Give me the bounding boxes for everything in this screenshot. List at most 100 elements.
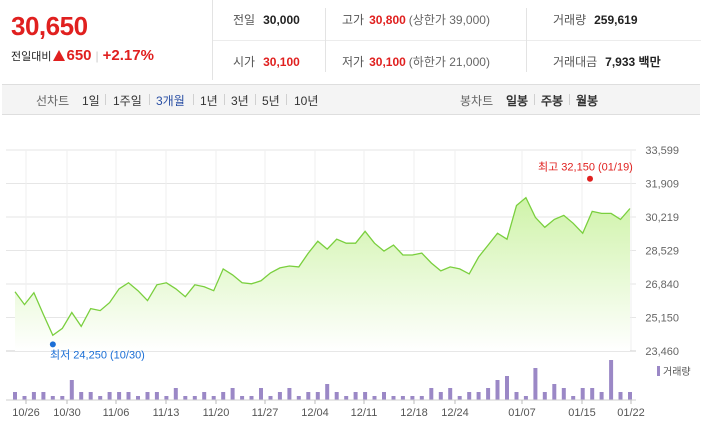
volume-bar: [117, 392, 122, 400]
volume-bar: [628, 392, 632, 400]
tab-daily-candle[interactable]: 일봉: [506, 94, 529, 108]
y-tick-label: 33,599: [645, 145, 679, 157]
stat-label: 거래량: [553, 13, 587, 27]
change-percent: +2.17%: [102, 47, 154, 64]
tab-3y[interactable]: 3년: [231, 94, 249, 108]
volume-bar: [259, 388, 263, 400]
volume-bar: [315, 392, 320, 400]
volume-bar: [183, 396, 188, 400]
stat-trade-amount: 거래대금 7,933 백만: [553, 53, 661, 70]
change-divider: |: [95, 49, 99, 63]
volume-bar: [599, 392, 604, 400]
tab-1y[interactable]: 1년: [200, 94, 218, 108]
stat-value: 30,000: [263, 13, 300, 27]
tab-10y[interactable]: 10년: [294, 94, 319, 108]
volume-bar: [41, 392, 46, 400]
volume-bar: [391, 396, 396, 400]
tab-divider: [286, 94, 287, 105]
volume-legend-label: 거래량: [663, 366, 691, 378]
volume-bar: [580, 388, 585, 400]
tab-divider: [105, 94, 106, 105]
volume-bar: [154, 392, 159, 400]
x-tick-label: 01/22: [617, 407, 645, 419]
volume-bar: [126, 392, 131, 400]
volume-bar: [173, 388, 178, 400]
volume-bar: [50, 396, 55, 400]
x-tick-label: 11/20: [203, 407, 230, 419]
volume-bar: [211, 396, 216, 400]
stat-label: 거래대금: [553, 55, 598, 69]
tab-5y[interactable]: 5년: [262, 94, 280, 108]
change-label: 전일대비: [11, 51, 52, 63]
stat-low: 저가 30,100 (하한가 21,000): [342, 53, 490, 70]
volume-bar: [609, 360, 614, 400]
tab-1w[interactable]: 1주일: [113, 94, 142, 108]
volume-bar: [287, 388, 292, 400]
y-tick-label: 26,840: [645, 279, 679, 291]
y-tick-label: 30,219: [645, 212, 679, 224]
stat-value: 30,100: [263, 55, 300, 69]
volume-bar: [202, 392, 207, 400]
tab-divider: [569, 94, 570, 105]
stat-volume: 거래량 259,619: [553, 11, 638, 28]
chart-tab-bar: 선차트 1일 1주일 3개월 1년 3년 5년 10년 봉차트 일봉 주봉 월봉: [2, 84, 700, 115]
tab-divider: [255, 94, 256, 105]
stat-value: 30,800: [369, 13, 406, 27]
volume-bar: [230, 388, 235, 400]
tab-weekly-candle[interactable]: 주봉: [541, 94, 564, 108]
volume-bar: [98, 396, 103, 400]
volume-bar: [136, 396, 140, 400]
volume-bar: [438, 392, 443, 400]
volume-bar: [334, 392, 339, 400]
stat-value: 7,933 백만: [605, 55, 661, 69]
price-box: 30,650 전일대비 650 | +2.17%: [0, 0, 213, 80]
x-tick-label: 12/04: [301, 407, 329, 419]
volume-bar: [419, 396, 424, 400]
volume-bar: [344, 396, 349, 400]
stat-value: 259,619: [594, 13, 638, 27]
stat-note: (상한가 39,000): [408, 13, 490, 27]
volume-bar: [296, 396, 301, 400]
stat-open: 시가 30,100: [233, 53, 300, 70]
volume-bar: [306, 392, 311, 400]
volume-bar: [79, 392, 84, 400]
volume-bar: [467, 392, 472, 400]
high-label: 최고 32,150 (01/19): [538, 161, 633, 174]
volume-bar: [363, 392, 368, 400]
x-tick-label: 10/26: [12, 407, 40, 419]
volume-bar: [221, 392, 226, 400]
volume-legend-swatch: [657, 366, 660, 376]
volume-bar: [514, 392, 519, 400]
price-line: [14, 196, 631, 337]
volume-bar: [382, 392, 386, 400]
stat-prev-close: 전일 30,000: [233, 11, 300, 28]
low-label: 최저 24,250 (10/30): [50, 348, 145, 361]
tab-divider: [224, 94, 225, 105]
x-axis: 10/26 10/30 11/06 11/13 11/20 11/27 12/04 12/11…: [12, 400, 645, 419]
tab-3m[interactable]: 3개월: [156, 94, 185, 108]
volume-bar: [410, 396, 415, 400]
volume-bar: [325, 384, 330, 400]
price-chart: 33,599 31,909 30,219 28,529 26,840 25,150 23,4…: [6, 145, 691, 419]
volume-bar: [476, 392, 481, 400]
y-tick-label: 23,460: [645, 346, 679, 358]
volume-bar: [268, 396, 273, 400]
volume-bar: [552, 384, 557, 400]
volume-bar: [457, 396, 462, 400]
x-tick-label: 11/13: [153, 407, 180, 419]
volume-bar: [505, 376, 509, 400]
x-tick-label: 01/07: [508, 407, 536, 419]
volume-bar: [448, 388, 453, 400]
tab-monthly-candle[interactable]: 월봉: [576, 94, 599, 108]
up-triangle-icon: [53, 50, 66, 61]
tab-1d[interactable]: 1일: [82, 94, 100, 108]
tab-divider: [193, 94, 194, 105]
stat-label: 시가: [233, 55, 256, 69]
volume-bar: [353, 392, 358, 400]
x-tick-label: 12/11: [351, 407, 378, 419]
quote-panel: 30,650 전일대비 650 | +2.17% 전일 30,000 고가 30,800(…: [0, 0, 701, 80]
x-tick-label: 12/18: [400, 407, 428, 419]
stats-divider: [325, 8, 326, 72]
volume-bar: [571, 396, 576, 400]
volume-bar: [561, 388, 566, 400]
